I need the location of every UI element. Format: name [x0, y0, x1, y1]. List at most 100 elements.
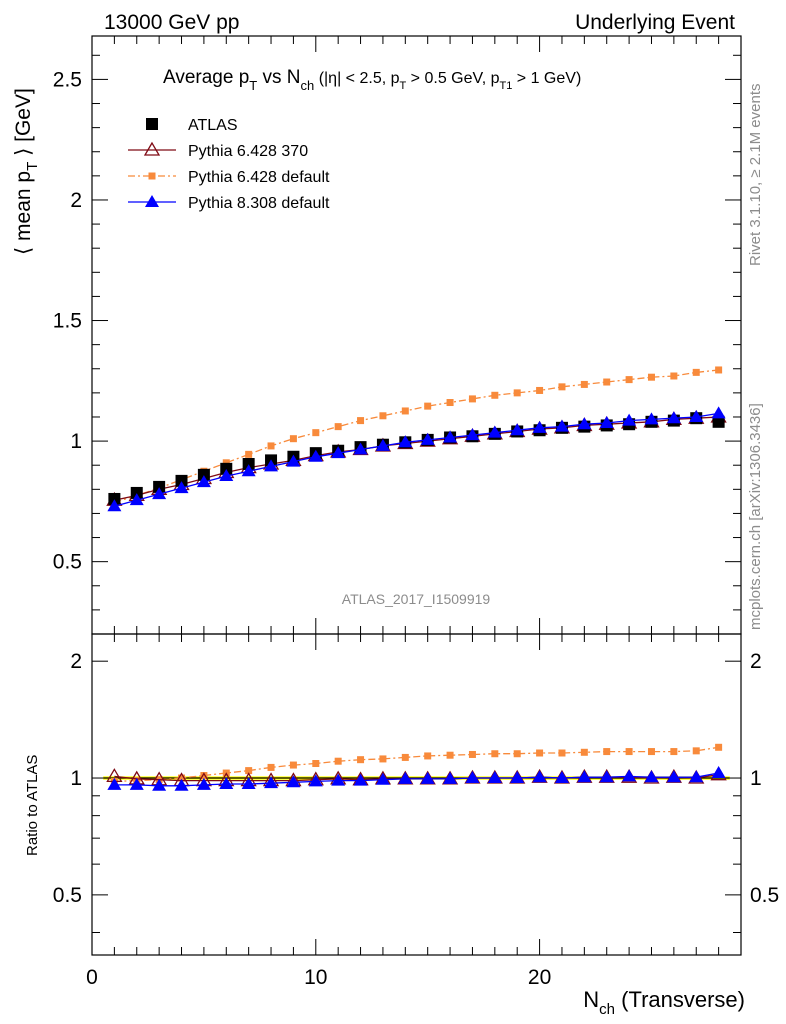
ratio-point-py6_default	[670, 748, 678, 756]
data-point-py8	[599, 416, 614, 429]
main-y-tick-label: 1	[70, 430, 82, 453]
data-point-py6_default	[379, 412, 387, 420]
main-y-tick-label: 0.5	[53, 551, 82, 574]
data-point-py6_default	[468, 395, 476, 403]
legend-marker-py6_370	[143, 141, 161, 156]
data-point-py8	[129, 493, 144, 506]
ratio-point-py6_default	[334, 757, 342, 765]
legend-label-py8: Pythia 8.308 default	[188, 195, 330, 212]
ratio-point-py8	[622, 769, 637, 782]
data-point-py6_default	[580, 380, 588, 388]
chart-title: Average pT vs Nch (|η| < 2.5, pT > 0.5 G…	[163, 67, 581, 93]
data-point-py8	[487, 425, 502, 438]
main-axis-ticks: 0.5 1 1.5 2 2.5	[53, 36, 741, 634]
data-point-py8	[443, 430, 458, 443]
ratio-point-py6_default	[715, 743, 723, 751]
data-point-atlas	[175, 474, 188, 487]
data-point-py8	[577, 417, 592, 430]
ratio-point-py6_default	[200, 772, 208, 780]
ratio-line-py8	[114, 772, 719, 787]
legend-label-py6_default: Pythia 6.428 default	[188, 169, 330, 186]
ratio-point-py8	[152, 778, 167, 791]
header-left: 13000 GeV pp	[104, 11, 239, 34]
ratio-point-py6_default	[625, 748, 633, 756]
data-point-py6_default	[245, 450, 253, 458]
ratio-point-py8	[465, 771, 480, 784]
data-point-py6_default	[647, 373, 655, 381]
series-line-py6_370	[114, 416, 719, 501]
data-point-py6_default	[289, 435, 297, 443]
ratio-point-py8	[353, 773, 368, 786]
data-point-py8	[420, 432, 435, 445]
data-point-py6_default	[401, 407, 409, 415]
data-point-py8	[666, 411, 681, 424]
ratio-y-tick-label-right: 0.5	[750, 884, 779, 907]
ratio-point-py6_default	[446, 751, 454, 759]
ratio-point-py8	[375, 772, 390, 785]
ratio-point-py6_default	[536, 749, 544, 757]
ratio-point-py6_default	[692, 747, 700, 755]
data-point-py8	[286, 454, 301, 467]
data-point-py8	[375, 438, 390, 451]
data-point-py8	[353, 442, 368, 455]
data-point-py6_default	[424, 402, 432, 410]
legend-marker-py6_default	[148, 172, 156, 180]
data-point-atlas	[130, 486, 143, 499]
ratio-point-py6_default	[379, 755, 387, 763]
ratio-point-py8	[487, 771, 502, 784]
data-point-py8	[689, 409, 704, 422]
mcplots-info: mcplots.cern.ch [arXiv:1306.3436]	[747, 403, 764, 630]
ratio-point-py8	[174, 778, 189, 791]
ratio-point-py8	[711, 766, 726, 779]
ratio-y-tick-label: 2	[70, 650, 82, 673]
ratio-series-layer	[103, 743, 730, 791]
data-point-py6_default	[692, 368, 700, 376]
main-y-tick-label: 1.5	[53, 310, 82, 333]
data-point-py6_default	[536, 386, 544, 394]
ratio-point-py8	[689, 770, 704, 783]
data-point-py8	[107, 499, 122, 512]
data-point-py8	[264, 459, 279, 472]
ratio-point-py6_default	[312, 760, 320, 768]
data-point-py8	[196, 475, 211, 488]
data-point-py6_default	[222, 459, 230, 467]
ratio-point-py6_default	[424, 752, 432, 760]
rivet-info: Rivet 3.1.10, ≥ 2.1M events	[747, 84, 764, 267]
main-y-tick-label: 2	[70, 189, 82, 212]
ratio-point-py8	[532, 770, 547, 783]
data-point-py8	[174, 481, 189, 494]
data-point-atlas	[197, 468, 210, 481]
data-point-py8	[219, 469, 234, 482]
series-line-py8	[114, 412, 719, 507]
data-point-py8	[308, 449, 323, 462]
ratio-point-py6_default	[401, 753, 409, 761]
ratio-point-py8	[599, 770, 614, 783]
ratio-point-py6_default	[580, 748, 588, 756]
data-point-atlas	[712, 415, 725, 428]
data-point-py8	[711, 406, 726, 419]
ratio-point-py8	[577, 770, 592, 783]
ratio-point-py8	[510, 771, 525, 784]
ratio-point-py6_default	[558, 749, 566, 757]
x-axis-label: Nch (Transverse)	[583, 987, 745, 1018]
data-point-py6_default	[625, 376, 633, 384]
legend-label-atlas: ATLAS	[188, 117, 238, 134]
ratio-point-py8	[398, 771, 413, 784]
ratio-panel-frame	[91, 633, 742, 956]
ratio-axis-ticks: 0.5 0.51 12 20 10 20	[53, 634, 779, 989]
legend-marker-py8	[145, 195, 159, 207]
data-point-py6_default	[312, 429, 320, 437]
data-point-py8	[152, 487, 167, 500]
ratio-point-py8	[666, 770, 681, 783]
ratio-y-tick-label-right: 2	[750, 650, 762, 673]
main-series-layer	[106, 366, 727, 512]
series-line-py6_default	[114, 369, 719, 504]
data-point-py8	[622, 413, 637, 426]
x-tick-label: 10	[304, 966, 327, 989]
data-point-py6_default	[446, 399, 454, 407]
ratio-point-py8	[107, 777, 122, 790]
legend: ATLAS Pythia 6.428 370 Pythia 6.428 defaul…	[128, 117, 330, 212]
x-tick-label: 0	[86, 966, 98, 989]
data-point-py8	[398, 435, 413, 448]
